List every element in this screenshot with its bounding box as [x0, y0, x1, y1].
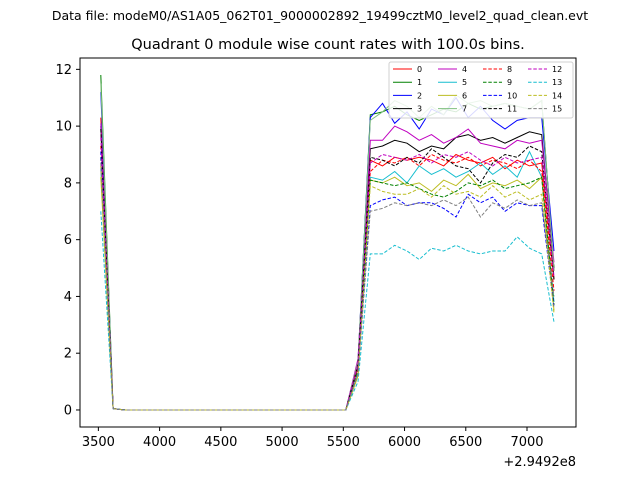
x-tick-label: 5000: [266, 435, 299, 450]
legend-label-0: 0: [417, 65, 422, 74]
x-offset-label: +2.9492e8: [503, 455, 576, 470]
x-tick-label: 3500: [82, 435, 115, 450]
legend-label-3: 3: [417, 105, 422, 114]
x-tick-label: 5500: [327, 435, 360, 450]
series-line-14: [100, 165, 555, 411]
plot-area: [100, 74, 555, 411]
x-tick-label: 6000: [388, 435, 421, 450]
y-tick-label: 8: [64, 176, 72, 191]
legend-label-6: 6: [462, 91, 467, 100]
legend-label-13: 13: [552, 78, 562, 87]
x-tick-label: 6500: [449, 435, 482, 450]
legend-box: [388, 61, 574, 119]
legend-label-11: 11: [507, 105, 517, 114]
chart-title: Quadrant 0 module wise count rates with …: [131, 37, 525, 53]
x-axis: 3500 4000 4500 5000 5500 6000 6500 7000: [82, 427, 544, 450]
x-tick-label: 7000: [510, 435, 543, 450]
y-tick-label: 4: [64, 290, 72, 305]
legend-label-10: 10: [507, 91, 517, 100]
legend-label-1: 1: [417, 78, 422, 87]
x-tick-label: 4500: [204, 435, 237, 450]
legend-label-14: 14: [552, 91, 562, 100]
y-axis: 0 2 4 6 8 10 12: [55, 63, 80, 418]
legend-label-8: 8: [507, 65, 512, 74]
series-line-15: [100, 162, 555, 411]
legend-label-4: 4: [462, 65, 467, 74]
legend-label-12: 12: [552, 65, 562, 74]
y-tick-label: 6: [64, 233, 72, 248]
legend-label-9: 9: [507, 78, 512, 87]
legend-label-5: 5: [462, 78, 467, 87]
y-tick-label: 2: [64, 347, 72, 362]
y-tick-label: 0: [64, 403, 72, 418]
legend-label-7: 7: [462, 105, 467, 114]
x-tick-label: 4000: [143, 435, 176, 450]
legend-label-15: 15: [552, 105, 562, 114]
y-tick-label: 10: [55, 120, 72, 135]
suptitle: Data file: modeM0/AS1A05_062T01_90000028…: [52, 8, 588, 23]
y-tick-label: 12: [55, 63, 72, 78]
legend-label-2: 2: [417, 91, 422, 100]
axes-frame: [79, 57, 577, 428]
